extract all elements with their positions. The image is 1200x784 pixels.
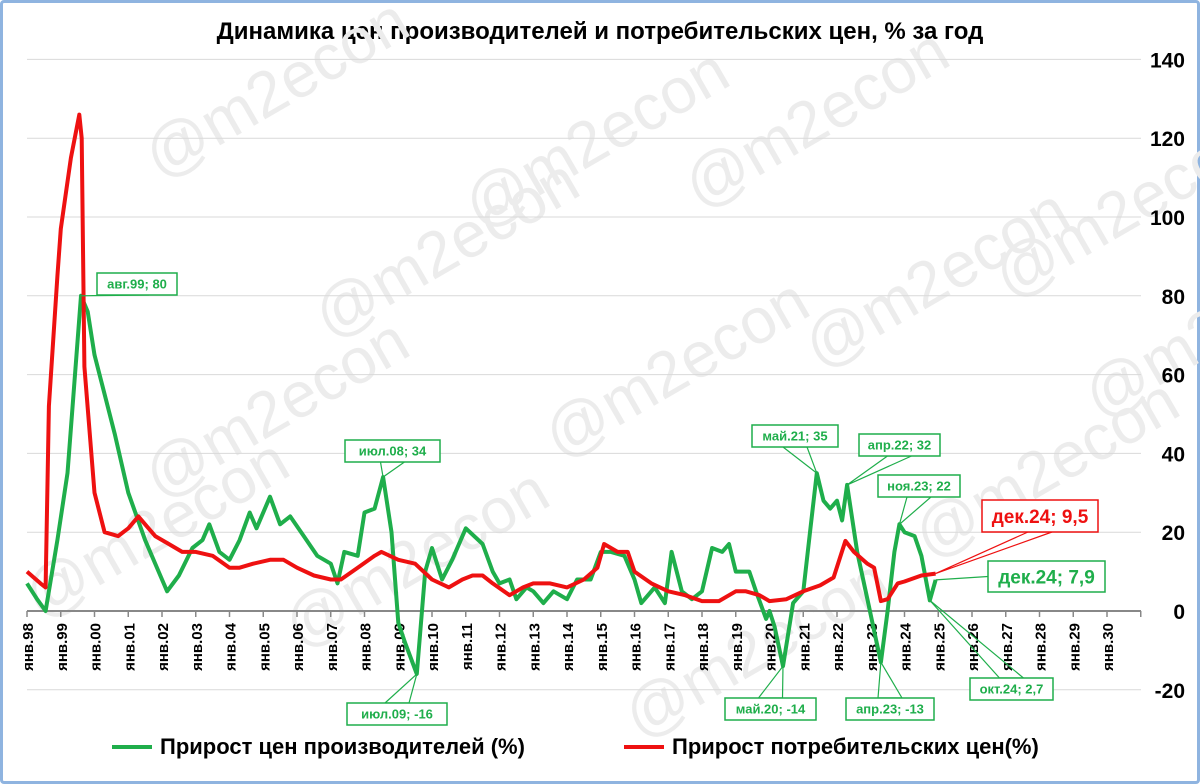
x-tick-label: янв.30 (1100, 623, 1117, 671)
watermark-text: @m2econ (671, 13, 960, 222)
y-tick-label: 100 (1150, 207, 1185, 230)
annotation-label: окт.24; 2,7 (980, 682, 1044, 697)
x-tick-label: янв.02 (155, 623, 172, 671)
x-tick-label: янв.04 (223, 622, 240, 671)
annotation-label: апр.22; 32 (868, 438, 932, 453)
annotation-callout: дек.24; 9,5 (935, 499, 1099, 575)
legend-item-producer: Прирост цен производителей (%) (112, 734, 525, 760)
x-tick-label: янв.13 (526, 623, 543, 671)
x-tick-label: янв.98 (20, 623, 37, 671)
x-tick-label: янв.11 (459, 623, 476, 670)
annotation-label: май.21; 35 (762, 429, 827, 444)
annotation-callout: авг.99; 80 (80, 272, 178, 297)
x-tick-label: янв.17 (661, 623, 678, 671)
y-tick-label: 120 (1150, 128, 1185, 151)
annotation-box (724, 697, 817, 721)
x-tick-label: янв.05 (256, 623, 273, 671)
annotation-label: дек.24; 9,5 (992, 507, 1089, 528)
annotation-callout: ноя.23; 22 (877, 474, 961, 527)
x-tick-label: янв.06 (290, 623, 307, 671)
y-tick-label: 80 (1162, 286, 1185, 309)
annotation-box (981, 499, 1099, 533)
y-tick-label: -20 (1155, 680, 1185, 703)
annotation-callout: июл.08; 34 (344, 439, 441, 479)
x-tick-label: янв.26 (965, 623, 982, 671)
y-tick-label: 0 (1173, 601, 1185, 624)
annotation-callout: июл.09; -16 (346, 672, 448, 726)
annotation-label: июл.08; 34 (359, 444, 427, 459)
annotation-box (96, 272, 178, 296)
annotation-box (845, 697, 935, 721)
x-tick-label: янв.16 (628, 623, 645, 671)
x-tick-label: янв.08 (358, 623, 375, 671)
x-tick-label: янв.22 (830, 623, 847, 671)
x-tick-label: янв.28 (1033, 623, 1050, 671)
annotation-leader (383, 672, 418, 704)
annotation-callout: май.20; -14 (724, 664, 817, 721)
annotation-leader (379, 461, 407, 479)
annotation-label: июл.09; -16 (361, 707, 433, 722)
y-tick-label: 20 (1162, 522, 1185, 545)
y-tick-label: 40 (1162, 443, 1185, 466)
annotation-box (858, 433, 941, 457)
x-tick-label: янв.00 (88, 623, 105, 671)
x-tick-label: янв.19 (729, 623, 746, 671)
x-tick-label: янв.29 (1066, 623, 1083, 671)
watermark-text: @m2econ (611, 543, 900, 752)
x-tick-label: янв.03 (189, 623, 206, 671)
legend-item-consumer: Прирост потребительских цен(%) (624, 734, 1039, 760)
annotation-box (877, 474, 961, 498)
watermark-text: @m2econ (271, 453, 560, 662)
annotation-label: авг.99; 80 (107, 277, 167, 292)
annotation-label: дек.24; 7,9 (998, 567, 1095, 588)
x-tick-label: янв.14 (560, 622, 577, 671)
legend-label-producer: Прирост цен производителей (%) (160, 734, 525, 759)
annotation-box (751, 424, 839, 448)
annotation-leader (935, 575, 989, 581)
x-tick-label: янв.12 (493, 623, 510, 671)
legend-swatch-producer (112, 745, 152, 749)
annotation-leader (781, 446, 819, 475)
watermark-text: @m2econ (131, 0, 420, 192)
annotation-callout: дек.24; 7,9 (935, 560, 1106, 593)
annotation-box (969, 677, 1054, 701)
legend: Прирост цен производителей (%) Прирост п… (0, 734, 1200, 764)
annotation-callout: апр.23; -13 (845, 660, 935, 721)
annotation-callout: май.21; 35 (751, 424, 839, 475)
legend-swatch-consumer (624, 745, 664, 749)
legend-label-consumer: Прирост потребительских цен(%) (672, 734, 1039, 759)
x-tick-label: янв.18 (695, 623, 712, 671)
y-tick-label: 140 (1150, 49, 1185, 72)
annotation-label: ноя.23; 22 (887, 479, 951, 494)
x-tick-label: янв.27 (999, 623, 1016, 671)
x-tick-label: янв.21 (796, 623, 813, 671)
x-tick-label: янв.10 (425, 623, 442, 671)
annotation-label: апр.23; -13 (856, 702, 924, 717)
x-tick-label: янв.01 (121, 623, 138, 671)
series-line-producer (25, 293, 938, 676)
annotation-box (987, 560, 1106, 593)
annotation-label: май.20; -14 (736, 702, 806, 717)
chart-title: Динамика цен производителей и потребител… (216, 18, 984, 45)
y-tick-label: 60 (1162, 365, 1185, 388)
series-line-consumer (25, 112, 936, 604)
annotation-box (346, 702, 448, 726)
annotation-callout: апр.22; 32 (846, 433, 941, 486)
x-tick-label: янв.15 (594, 623, 611, 671)
x-tick-label: янв.25 (931, 623, 948, 671)
x-tick-label: янв.99 (54, 623, 71, 671)
annotation-callout: окт.24; 2,7 (929, 599, 1054, 701)
annotation-box (344, 439, 441, 463)
x-tick-label: янв.07 (324, 623, 341, 671)
x-tick-label: янв.24 (898, 622, 915, 671)
